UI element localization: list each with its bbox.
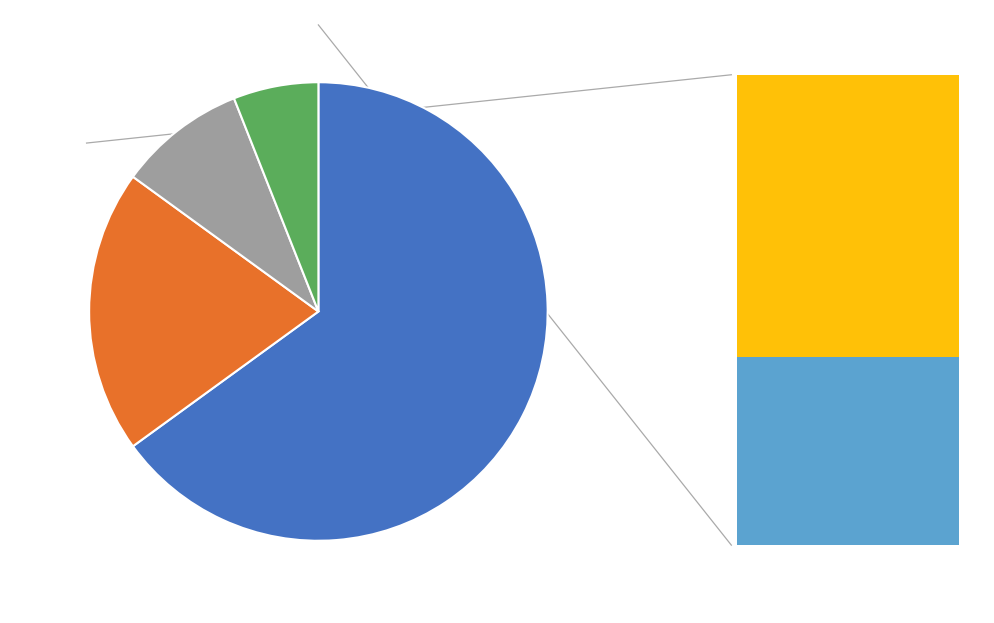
Bar: [737, 357, 958, 545]
Bar: [737, 75, 958, 357]
Wedge shape: [89, 177, 318, 446]
Wedge shape: [133, 98, 318, 312]
Wedge shape: [133, 82, 547, 541]
Wedge shape: [234, 82, 318, 312]
